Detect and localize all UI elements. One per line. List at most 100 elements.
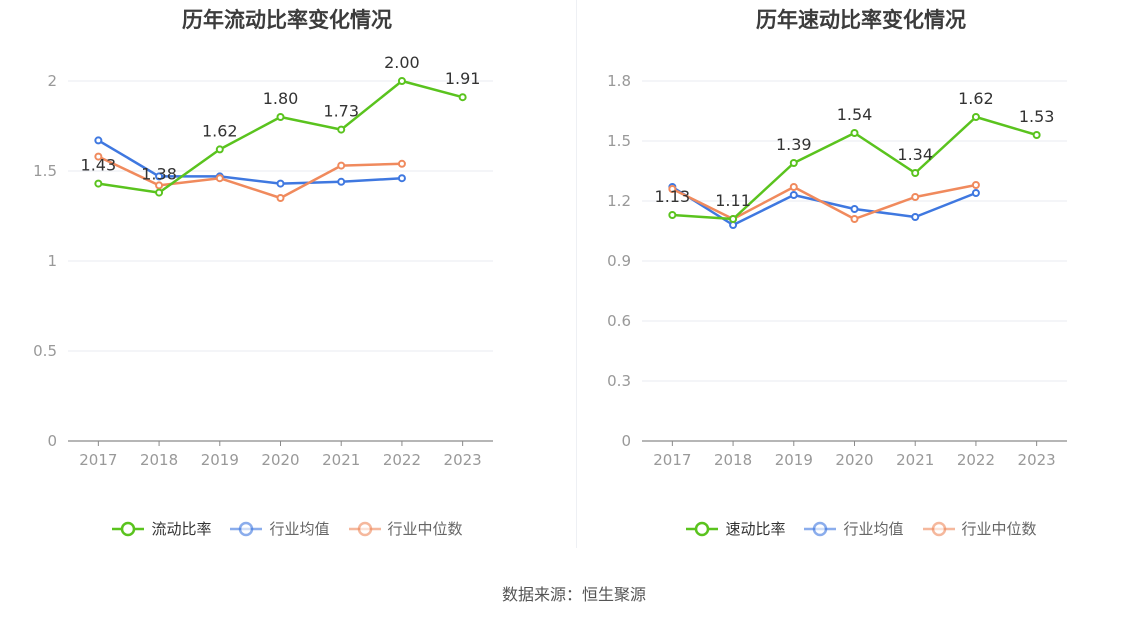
data-point xyxy=(911,169,920,177)
data-label: 2.00 xyxy=(384,53,420,72)
x-tick-label: 2022 xyxy=(383,451,421,469)
data-label: 1.13 xyxy=(655,187,691,206)
series-line xyxy=(97,155,402,200)
data-point xyxy=(789,183,798,191)
chart-legend: 速动比率 行业均值 行业中位数 xyxy=(574,518,1148,539)
legend-marker xyxy=(813,521,828,536)
current-ratio-plot: 0 0.5 1 1.5 2 2017 2018 2019 2020 2021 2022 2023 1.4… xyxy=(33,53,493,469)
data-point xyxy=(911,213,920,221)
data-label: 1.73 xyxy=(323,102,359,121)
data-point xyxy=(668,211,677,219)
data-point xyxy=(94,179,103,188)
current-ratio-chart-panel: 历年流动比率变化情况 0 0.5 1 1.5 2 2017 2018 2019 2020 2021… xyxy=(0,0,574,560)
data-point xyxy=(789,159,798,167)
x-tick-label: 2021 xyxy=(896,451,934,469)
chart-title: 历年速动比率变化情况 xyxy=(756,8,966,32)
y-tick-label: 1.2 xyxy=(607,192,631,210)
series-line xyxy=(671,183,977,221)
data-point xyxy=(276,179,285,188)
data-label: 1.80 xyxy=(263,89,299,108)
legend-item[interactable]: 行业中位数 xyxy=(922,518,1037,539)
legend-line-icon xyxy=(112,521,145,536)
legend-label: 速动比率 xyxy=(725,520,786,538)
data-label: 1.54 xyxy=(837,105,873,124)
data-point xyxy=(337,125,346,134)
legend-item[interactable]: 流动比率 xyxy=(111,518,211,539)
chart-title: 历年流动比率变化情况 xyxy=(182,8,392,32)
data-label: 1.34 xyxy=(897,145,933,164)
quick-ratio-chart-panel: 历年速动比率变化情况 0 0.3 0.6 0.9 1.2 1.5 1.8 2017 2018 20… xyxy=(574,0,1148,560)
data-label: 1.62 xyxy=(958,89,994,108)
chart-legend: 流动比率 行业均值 行业中位数 xyxy=(0,518,574,539)
data-point xyxy=(850,215,859,223)
x-tick-label: 2020 xyxy=(261,451,299,469)
data-point xyxy=(1032,131,1041,139)
legend-line-icon xyxy=(348,521,381,536)
legend-item[interactable]: 行业均值 xyxy=(229,518,330,539)
data-point xyxy=(215,145,224,154)
quick-ratio-plot: 0 0.3 0.6 0.9 1.2 1.5 1.8 2017 2018 2019 2020 2021 2… xyxy=(607,72,1067,469)
legend-label: 行业中位数 xyxy=(961,520,1037,538)
panel-divider xyxy=(576,0,577,548)
data-point xyxy=(789,191,798,199)
x-tick-label: 2019 xyxy=(201,451,239,469)
x-tick-label: 2017 xyxy=(653,451,691,469)
y-tick-label: 0 xyxy=(47,432,57,450)
y-tick-label: 0.6 xyxy=(607,312,631,330)
legend-marker xyxy=(357,521,372,536)
data-point xyxy=(155,188,164,197)
x-tick-label: 2021 xyxy=(322,451,360,469)
series-line xyxy=(97,139,403,185)
data-point xyxy=(729,215,738,223)
x-tick-label: 2022 xyxy=(957,451,995,469)
data-point xyxy=(337,177,346,186)
data-label: 1.91 xyxy=(445,69,481,88)
legend-marker xyxy=(239,521,254,536)
y-tick-label: 1 xyxy=(47,252,57,270)
x-tick-label: 2020 xyxy=(835,451,873,469)
data-point xyxy=(397,77,406,85)
data-source-note: 数据来源：恒生聚源 xyxy=(501,585,646,604)
y-tick-label: 2 xyxy=(47,72,57,90)
legend-item[interactable]: 行业中位数 xyxy=(348,518,463,539)
legend-label: 行业均值 xyxy=(269,520,330,538)
x-tick-label: 2018 xyxy=(714,451,752,469)
data-label: 1.38 xyxy=(141,165,177,184)
data-point xyxy=(397,159,406,168)
data-point xyxy=(971,113,980,121)
data-point xyxy=(668,185,677,193)
data-point xyxy=(155,172,164,181)
legend-line-icon xyxy=(804,521,837,536)
data-point xyxy=(971,181,980,189)
x-tick-label: 2023 xyxy=(444,451,482,469)
y-tick-label: 0 xyxy=(621,432,631,450)
legend-marker xyxy=(121,521,136,536)
data-point xyxy=(276,113,285,121)
y-tick-label: 1.5 xyxy=(33,162,57,180)
legend-marker xyxy=(695,521,710,536)
data-point xyxy=(155,181,164,190)
data-point xyxy=(850,129,859,137)
y-tick-label: 0.5 xyxy=(33,342,57,360)
x-tick-label: 2018 xyxy=(140,451,178,469)
legend-line-icon xyxy=(922,521,955,536)
y-tick-label: 1.8 xyxy=(607,72,631,90)
data-point xyxy=(911,193,920,201)
data-point xyxy=(850,205,859,213)
data-label: 1.62 xyxy=(202,121,238,140)
legend-line-icon xyxy=(230,521,263,536)
y-tick-label: 0.3 xyxy=(607,372,631,390)
data-point xyxy=(458,93,467,102)
legend-item[interactable]: 行业均值 xyxy=(803,518,904,539)
legend-label: 行业中位数 xyxy=(387,520,463,538)
legend-line-icon xyxy=(686,521,719,536)
data-point xyxy=(337,161,346,170)
data-point xyxy=(94,136,103,145)
data-point xyxy=(215,174,224,183)
legend-label: 流动比率 xyxy=(151,520,212,538)
x-tick-label: 2023 xyxy=(1018,451,1056,469)
y-tick-label: 1.5 xyxy=(607,132,631,150)
legend-item[interactable]: 速动比率 xyxy=(685,518,785,539)
legend-marker xyxy=(931,521,946,536)
data-label: 1.11 xyxy=(715,191,751,210)
